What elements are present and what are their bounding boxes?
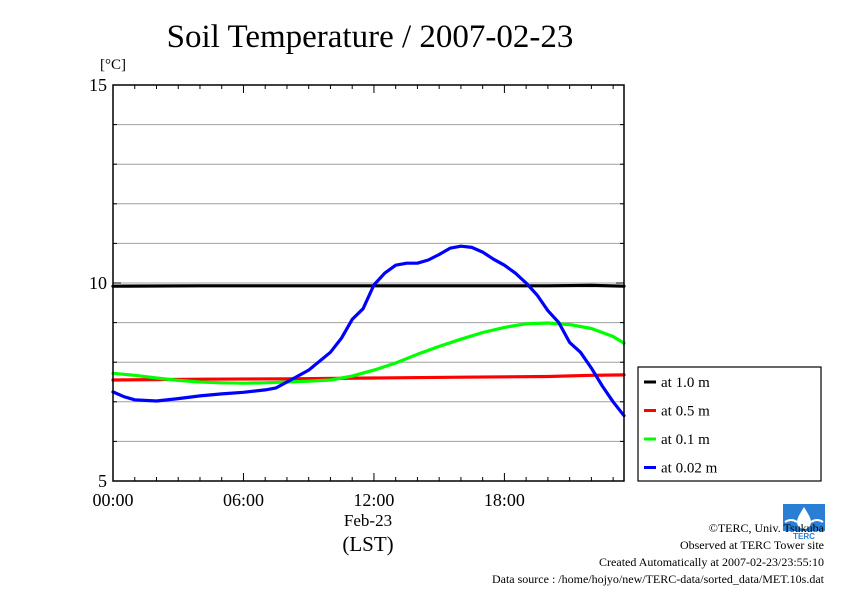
y-tick-label: 15 — [89, 75, 107, 95]
series-line — [111, 321, 626, 385]
chart-title: Soil Temperature / 2007-02-23 — [167, 19, 574, 55]
footer-copyright: ©TERC, Univ. Tsukuba — [708, 521, 824, 535]
gridlines — [113, 124, 624, 442]
footer-observed: Observed at TERC Tower site — [679, 538, 824, 552]
legend-label: at 0.1 m — [661, 432, 710, 448]
x-axis-label: (LST) — [342, 532, 393, 556]
axis-ticks: 5 10 15 00:00 06:00 12:00 18:00 — [89, 75, 624, 510]
terc-logo: TERC — [783, 504, 825, 540]
footer-created: Created Automatically at 2007-02-23/23:5… — [599, 555, 824, 569]
legend: at 1.0 m at 0.5 m at 0.1 m at 0.02 m — [637, 366, 822, 482]
series-line — [111, 373, 626, 382]
series-line — [111, 244, 626, 418]
y-axis-unit-label: [°C] — [100, 57, 126, 73]
series-layer — [111, 244, 626, 418]
legend-label: at 0.02 m — [661, 461, 718, 477]
x-tick-label: 12:00 — [353, 490, 394, 510]
y-tick-label: 10 — [89, 273, 107, 293]
y-tick-label: 5 — [98, 471, 107, 491]
legend-items: at 1.0 m at 0.5 m at 0.1 m at 0.02 m — [644, 375, 718, 477]
series-line — [111, 283, 626, 288]
footer-source: Data source : /home/hojyo/new/TERC-data/… — [491, 572, 824, 586]
x-tick-label: 18:00 — [484, 490, 525, 510]
logo-text: TERC — [793, 532, 815, 540]
x-tick-label: 00:00 — [92, 490, 133, 510]
legend-label: at 1.0 m — [661, 375, 710, 391]
x-tick-label: 06:00 — [223, 490, 264, 510]
x-date-label: Feb-23 — [344, 511, 392, 530]
legend-box — [637, 366, 822, 482]
legend-label: at 0.5 m — [661, 404, 710, 420]
